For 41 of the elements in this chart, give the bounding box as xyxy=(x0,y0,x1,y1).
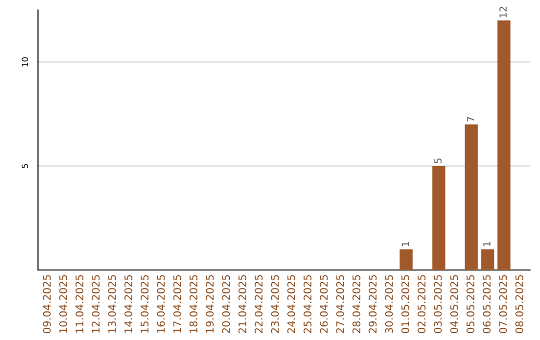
x-tick-label: 30.04.2025 xyxy=(385,275,393,334)
x-tick-label: 20.04.2025 xyxy=(222,275,230,334)
bar xyxy=(481,249,494,270)
y-tick-label: 10 xyxy=(22,57,28,66)
x-tick-label: 08.05.2025 xyxy=(515,275,524,334)
x-tick-label: 28.04.2025 xyxy=(352,275,360,334)
bar xyxy=(464,124,478,270)
x-tick-label: 03.05.2025 xyxy=(434,275,442,334)
x-tick-label: 15.04.2025 xyxy=(140,275,149,333)
x-tick-label: 17.04.2025 xyxy=(173,275,182,333)
x-tick-label: 04.05.2025 xyxy=(450,275,458,334)
x-tick-label: 10.04.2025 xyxy=(59,275,68,333)
data-label: 12 xyxy=(499,6,507,18)
x-tick-label: 09.04.2025 xyxy=(42,275,51,334)
x-tick-label: 26.04.2025 xyxy=(320,275,328,334)
x-tick-label: 02.05.2025 xyxy=(418,275,426,334)
x-tick-label: 24.04.2025 xyxy=(287,275,296,334)
x-tick-label: 27.04.2025 xyxy=(336,275,344,334)
data-label: 5 xyxy=(434,158,442,164)
x-tick-label: 29.04.2025 xyxy=(368,275,377,334)
x-tick-label: 01.05.2025 xyxy=(401,275,410,334)
x-tick-label: 14.04.2025 xyxy=(124,275,132,333)
x-tick-label: 25.04.2025 xyxy=(304,275,312,334)
x-tick-label: 16.04.2025 xyxy=(156,275,165,333)
x-tick-label: 06.05.2025 xyxy=(482,275,491,334)
data-label: 7 xyxy=(466,116,474,122)
data-label: 1 xyxy=(402,242,409,246)
bar xyxy=(497,20,510,270)
x-tick-label: 05.05.2025 xyxy=(466,275,474,334)
x-tick-label: 19.04.2025 xyxy=(206,275,214,333)
bar xyxy=(432,166,446,270)
bar xyxy=(400,249,413,270)
x-tick-label: 18.04.2025 xyxy=(190,275,198,333)
x-tick-label: 21.04.2025 xyxy=(238,275,246,334)
x-tick-label: 23.04.2025 xyxy=(271,275,279,334)
x-tick-label: 22.04.2025 xyxy=(254,275,263,334)
x-tick-label: 11.04.2025 xyxy=(76,275,84,333)
x-tick-label: 12.04.2025 xyxy=(92,275,100,333)
x-tick-label: 13.04.2025 xyxy=(108,275,116,333)
x-tick-label: 07.05.2025 xyxy=(499,275,507,334)
data-label: 1 xyxy=(483,242,490,246)
